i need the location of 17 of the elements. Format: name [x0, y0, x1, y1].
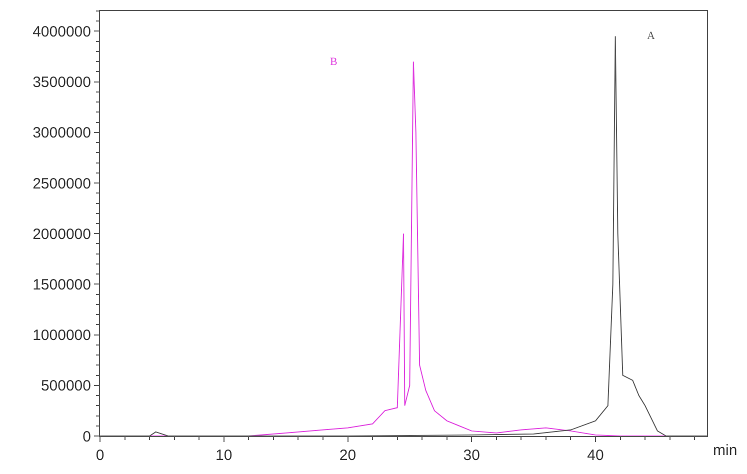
- x-tick-label: 40: [587, 447, 604, 464]
- x-tick-label: 0: [96, 447, 104, 464]
- y-tick-label: 500000: [40, 378, 91, 395]
- y-tick-label: 4000000: [32, 23, 91, 40]
- x-tick-label: 20: [339, 447, 356, 464]
- x-axis-title: min: [713, 442, 738, 459]
- y-tick-label: 3000000: [32, 124, 91, 142]
- x-tick-label: 30: [463, 447, 480, 464]
- text: B: [330, 56, 338, 68]
- y-tick-label: 1000000: [32, 327, 91, 344]
- y-tick-label: 2000000: [32, 226, 91, 243]
- x-tick-label: 10: [216, 447, 232, 464]
- y-tick-label: 2500000: [32, 175, 91, 192]
- y-tick-label: 3500000: [32, 74, 91, 92]
- y-tick-label: 0: [82, 428, 91, 446]
- y-tick-label: 1500000: [32, 276, 91, 294]
- text: A: [647, 30, 655, 42]
